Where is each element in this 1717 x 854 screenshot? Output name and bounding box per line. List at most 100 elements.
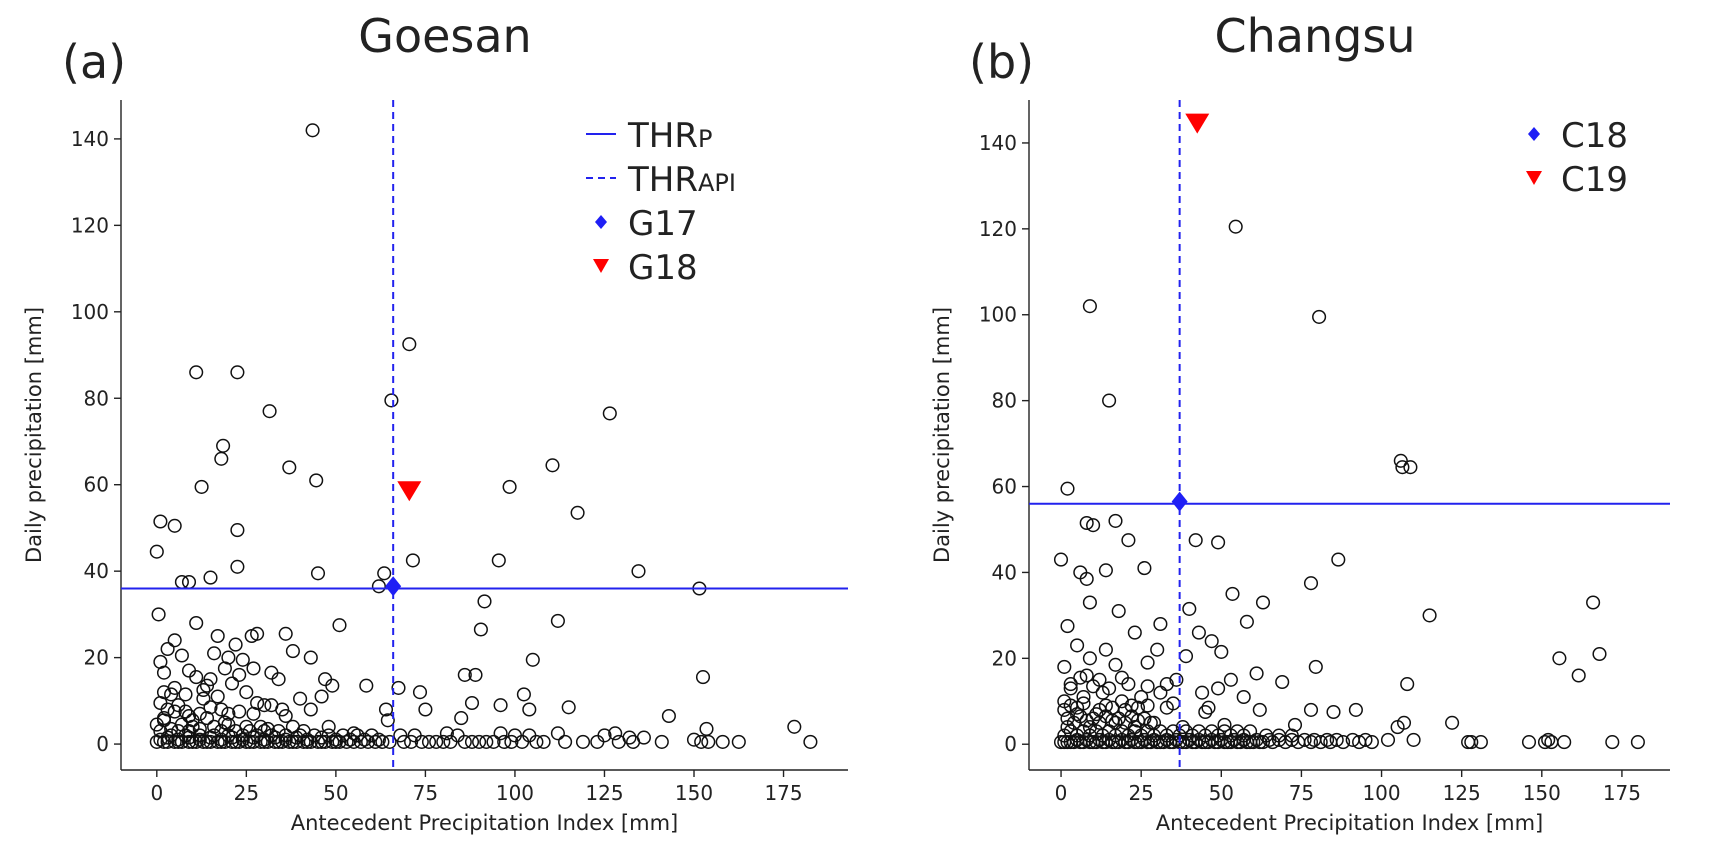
data-point [1544, 735, 1559, 750]
data-point [285, 644, 300, 659]
data-point [196, 734, 211, 749]
x-tick-label: 0 [150, 781, 163, 805]
data-point [570, 505, 585, 520]
data-point [522, 702, 537, 717]
chart-title: Goesan [358, 9, 531, 63]
data-point [224, 676, 240, 691]
data-point [1571, 668, 1586, 683]
data-point [1079, 571, 1094, 586]
panel-a: Goesan (a) 0 25 50 75 100 125 150 175 0 20 40 60 80 100… [22, 9, 848, 835]
data-point [296, 724, 311, 739]
data-point [1252, 702, 1267, 717]
y-axis-label: Daily precipitation [mm] [22, 307, 46, 563]
data-point [1108, 513, 1123, 528]
data-point [156, 711, 172, 726]
data-point [151, 607, 166, 622]
data-point [167, 680, 182, 695]
data-point [590, 734, 605, 749]
data-point [550, 726, 565, 741]
data-point [1191, 625, 1206, 640]
data-point [235, 652, 250, 667]
x-axis-label: Antecedent Precipitation Index [mm] [1156, 811, 1544, 835]
data-point [699, 721, 714, 736]
data-point [1079, 515, 1094, 531]
data-point [1225, 586, 1240, 601]
data-point [189, 734, 204, 749]
data-point [1156, 735, 1171, 750]
data-point [1178, 649, 1194, 664]
data-point [203, 570, 218, 585]
data-point [160, 641, 175, 657]
data-point [189, 615, 204, 631]
data-point [210, 689, 225, 704]
data-point [1445, 715, 1460, 730]
data-point [477, 594, 492, 609]
x-tick-label: 50 [323, 781, 348, 805]
data-point [493, 726, 508, 741]
y-tick-label: 80 [84, 386, 109, 410]
data-point [282, 734, 297, 749]
x-tick-label: 100 [496, 781, 534, 805]
data-point [1140, 679, 1155, 694]
data-point [468, 667, 483, 682]
data-point [250, 695, 265, 711]
data-point [1082, 299, 1097, 314]
data-point [181, 708, 197, 724]
y-tick-label: 140 [71, 127, 109, 151]
data-point [497, 734, 512, 749]
legend-marker-triangle [593, 259, 609, 273]
data-point [153, 724, 168, 739]
data-point [228, 637, 243, 652]
data-point [454, 711, 469, 726]
data-point [515, 734, 530, 749]
data-point [1092, 672, 1107, 687]
data-point [253, 719, 268, 734]
data-point [1150, 642, 1165, 657]
event-marker-diamond [1171, 491, 1188, 512]
data-point [1134, 735, 1149, 750]
data-point [264, 665, 279, 680]
data-point [1275, 674, 1290, 690]
data-point [1070, 638, 1085, 653]
x-tick-label: 100 [1362, 781, 1400, 805]
data-point [171, 732, 186, 747]
data-point [230, 559, 245, 574]
data-point [239, 685, 254, 700]
data-point [275, 702, 290, 717]
data-point [1521, 735, 1537, 750]
x-axis-label: Antecedent Precipitation Index [mm] [291, 811, 679, 835]
data-point [1473, 735, 1488, 750]
data-point [1422, 608, 1437, 623]
data-point [293, 691, 308, 706]
data-point [1182, 601, 1197, 616]
data-point [181, 734, 197, 749]
data-point [214, 451, 229, 466]
data-point [1201, 700, 1216, 715]
y-axis-label: Daily precipitation [mm] [930, 307, 954, 563]
data-point [1082, 651, 1097, 666]
data-point [1111, 735, 1126, 750]
data-point [1557, 735, 1572, 750]
data-point [160, 734, 175, 749]
y-tick-label: 0 [96, 732, 109, 756]
data-point [412, 685, 428, 700]
data-point [353, 734, 368, 749]
scatter-points [1053, 219, 1645, 750]
data-point [439, 726, 454, 741]
panel-b: Changsu (b) 0 25 50 75 100 125 150 175 0 20 40 60 80 10… [930, 9, 1670, 835]
data-point [192, 721, 207, 736]
y-tick-label: 40 [84, 559, 109, 583]
legend-label: G18 [628, 248, 698, 288]
data-point [346, 734, 361, 749]
legend-label: THRAPI [627, 160, 736, 200]
data-point [167, 518, 182, 533]
scatter-points [149, 123, 818, 749]
data-point [235, 732, 250, 747]
data-point [332, 734, 347, 749]
data-point [216, 438, 231, 453]
data-point [1076, 689, 1091, 705]
data-point [457, 667, 472, 682]
data-point [384, 393, 399, 408]
data-point [1066, 735, 1081, 750]
data-point [631, 564, 646, 579]
